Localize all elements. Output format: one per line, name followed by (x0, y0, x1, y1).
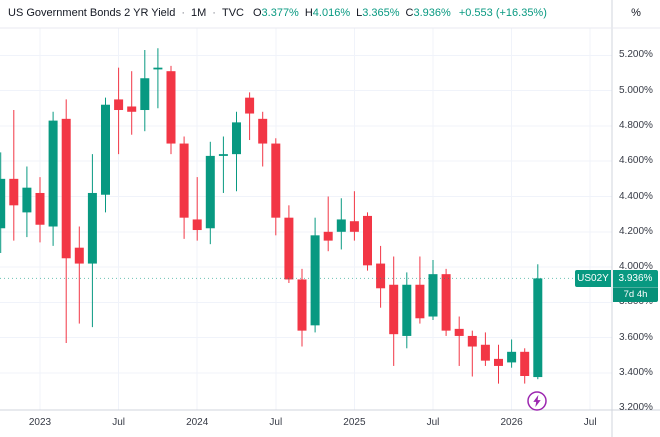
candle-body[interactable] (205, 155, 215, 229)
exchange-label[interactable]: TVC (221, 7, 244, 19)
candle-body[interactable] (22, 187, 32, 213)
legend-separator: · (212, 7, 216, 19)
price-axis-unit[interactable]: % (631, 7, 641, 19)
low-value: 3.365% (362, 7, 400, 19)
legend: US Government Bonds 2 YR Yield · 1M · TV… (8, 7, 547, 19)
candle-body[interactable] (402, 284, 412, 336)
candle-body[interactable] (520, 351, 530, 377)
candle-body[interactable] (48, 120, 58, 227)
price-tick-label: 3.200% (619, 402, 653, 414)
last-price-value: 3.936% (618, 272, 653, 284)
candle-body[interactable] (0, 178, 6, 229)
candle-body[interactable] (363, 215, 372, 266)
candle-body[interactable] (218, 154, 228, 156)
open-value: 3.377% (261, 7, 299, 19)
price-tick-label: 4.800% (619, 119, 653, 131)
price-tick-label: 3.600% (619, 331, 653, 343)
low-label: L (356, 7, 363, 19)
interval-label[interactable]: 1M (191, 7, 207, 19)
candle-body[interactable] (376, 263, 386, 289)
open-label: O (252, 7, 262, 19)
high-value: 4.016% (312, 7, 351, 19)
candle-body[interactable] (415, 284, 425, 319)
candle-body[interactable] (467, 335, 477, 347)
candle-body[interactable] (441, 274, 451, 331)
time-tick-label: Jul (583, 417, 597, 428)
candle-body[interactable] (323, 231, 333, 241)
candle-body[interactable] (192, 219, 202, 231)
candle-series (0, 48, 543, 384)
candle-body[interactable] (74, 247, 84, 264)
candle-body[interactable] (310, 235, 320, 326)
symbol-badge[interactable]: US02Y (575, 269, 611, 287)
price-tick-label: 4.200% (619, 225, 653, 237)
candle-body[interactable] (35, 192, 45, 225)
candle-body[interactable] (336, 219, 346, 232)
price-tick-label: 4.000% (619, 261, 653, 273)
candle-body[interactable] (271, 143, 281, 218)
symbol-title[interactable]: US Government Bonds 2 YR Yield (8, 7, 176, 19)
candle-body[interactable] (284, 217, 294, 280)
candle-body[interactable] (389, 284, 399, 335)
candle-body[interactable] (297, 279, 307, 331)
last-price-badge[interactable]: 3.936% 7d 4h (613, 269, 658, 302)
close-value: 3.936% (413, 7, 451, 19)
candle-body[interactable] (349, 221, 359, 232)
lightning-bolt (533, 394, 541, 408)
time-tick-label: Jul (426, 417, 440, 428)
price-tick-label: 3.800% (619, 296, 653, 308)
candle-body[interactable] (179, 143, 189, 218)
candle-body[interactable] (428, 274, 438, 317)
candle-body[interactable] (507, 351, 517, 363)
candle-body[interactable] (454, 328, 464, 336)
candle-body[interactable] (480, 344, 490, 361)
candle-body[interactable] (494, 358, 503, 366)
candle-body[interactable] (153, 67, 163, 70)
bar-countdown: 7d 4h (613, 286, 658, 302)
time-tick-label: 2024 (186, 417, 209, 428)
ohlc-readout: O3.377% H4.016% L3.365% C3.936% +0.553 (… (253, 7, 547, 19)
candle-body[interactable] (87, 192, 97, 264)
time-tick-label: Jul (112, 417, 125, 428)
time-tick-label: 2023 (28, 417, 52, 428)
candle-body[interactable] (166, 71, 176, 144)
candle-body[interactable] (101, 104, 110, 195)
high-label: H (304, 7, 313, 19)
candle-body[interactable] (533, 278, 543, 378)
candle-body[interactable] (245, 97, 255, 114)
candle-body[interactable] (61, 118, 71, 259)
candle-body[interactable] (232, 122, 241, 155)
time-tick-label: 2026 (500, 417, 523, 428)
legend-separator: · (181, 7, 186, 19)
candle-body[interactable] (114, 99, 124, 111)
candle-body[interactable] (127, 106, 137, 112)
price-tick-label: 5.000% (619, 84, 653, 96)
lightning-icon[interactable] (526, 390, 548, 412)
candle-body[interactable] (140, 78, 150, 111)
price-tick-label: 4.600% (619, 155, 653, 167)
price-tick-label: 3.400% (619, 367, 653, 378)
price-tick-label: 5.200% (619, 49, 653, 61)
candle-body[interactable] (9, 178, 19, 206)
time-tick-label: Jul (269, 417, 283, 428)
change-value: +0.553 (+16.35%) (458, 7, 547, 19)
time-tick-label: 2025 (343, 417, 366, 428)
price-tick-label: 4.400% (619, 190, 653, 202)
close-label: C (405, 7, 414, 19)
candle-body[interactable] (258, 118, 268, 144)
